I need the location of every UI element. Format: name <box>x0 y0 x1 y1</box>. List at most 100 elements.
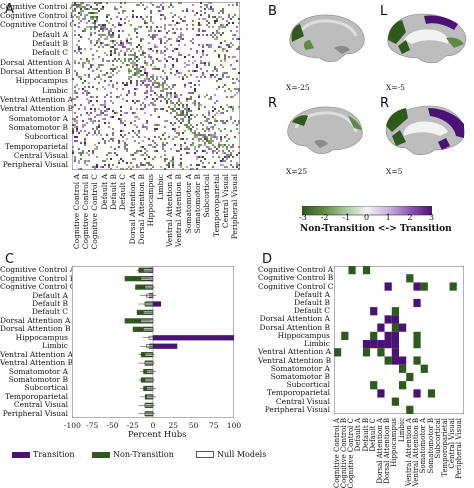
matrix-cell <box>162 82 164 84</box>
matrix-cell <box>186 124 188 126</box>
matrix-cell <box>154 30 156 32</box>
matrix-cell <box>86 152 88 154</box>
matrix-cell <box>118 54 120 56</box>
matrix-cell <box>88 74 90 76</box>
matrix-cell <box>150 88 152 90</box>
matrix-cell <box>72 132 74 134</box>
matrix-cell <box>140 164 142 166</box>
matrix-cell <box>86 112 88 114</box>
matrix-cell <box>198 132 200 134</box>
column-label: Dorsal Attention A <box>127 174 137 245</box>
matrix-cell <box>164 138 166 140</box>
matrix-cell <box>98 114 100 116</box>
matrix-cell <box>86 160 88 162</box>
matrix-cell <box>146 22 148 24</box>
colorbar-tick: 3 <box>429 213 435 222</box>
x-tick-label: -50 <box>106 421 119 430</box>
matrix-cell <box>110 100 112 102</box>
matrix-cell <box>238 22 240 24</box>
matrix-cell <box>198 34 200 36</box>
matrix-cell <box>170 108 172 110</box>
matrix-cell <box>198 94 200 96</box>
matrix-cell <box>230 160 232 162</box>
matrix-cell <box>220 10 222 12</box>
matrix-cell <box>184 148 186 150</box>
matrix-cell <box>180 34 182 36</box>
matrix-cell <box>184 20 186 22</box>
matrix-cell <box>214 76 216 78</box>
matrix-cell <box>176 94 178 96</box>
matrix-cell <box>90 100 92 102</box>
matrix-cell <box>132 136 134 138</box>
matrix-cell <box>78 34 80 36</box>
matrix-cell <box>108 32 110 34</box>
matrix-cell <box>156 78 158 80</box>
matrix-cell <box>182 106 184 108</box>
matrix-cell <box>94 116 96 118</box>
matrix-cell <box>108 126 110 128</box>
matrix-cell <box>78 50 80 52</box>
matrix-cell <box>128 92 130 94</box>
matrix-cell <box>156 46 158 48</box>
matrix-cell <box>222 158 224 160</box>
matrix-cell <box>152 76 154 78</box>
matrix-cell <box>130 38 132 40</box>
matrix-cell <box>210 34 212 36</box>
matrix-cell <box>88 114 90 116</box>
matrix-cell <box>232 146 234 148</box>
matrix-cell <box>204 4 206 6</box>
x-tick-label: 75 <box>208 421 219 430</box>
matrix-cell <box>90 118 92 120</box>
matrix-cell <box>74 24 76 26</box>
matrix-cell <box>238 146 240 148</box>
matrix-cell <box>154 146 156 148</box>
matrix-cell <box>194 146 196 148</box>
matrix-cell <box>232 150 234 152</box>
matrix-cell <box>154 128 156 130</box>
matrix-cell <box>192 132 194 134</box>
matrix-cell <box>118 52 120 54</box>
matrix-cell <box>76 130 78 132</box>
matrix-cell <box>202 34 204 36</box>
matrix-cell <box>156 6 158 8</box>
matrix-cell <box>200 24 202 26</box>
matrix-cell <box>142 82 144 84</box>
matrix-cell <box>72 106 74 108</box>
matrix-cell <box>164 98 166 100</box>
matrix-cell <box>176 114 178 116</box>
matrix-cell <box>172 166 174 168</box>
matrix-cell <box>120 158 122 160</box>
matrix-cell <box>212 134 214 136</box>
matrix-cell <box>226 154 228 156</box>
matrix-cell <box>228 106 230 108</box>
matrix-cell <box>212 166 214 168</box>
row-label: Default B <box>294 298 330 307</box>
matrix-cell <box>178 44 180 46</box>
matrix-cell <box>146 96 148 98</box>
matrix-cell <box>156 124 158 126</box>
matrix-cell <box>142 140 144 142</box>
matrix-cell <box>78 162 80 164</box>
matrix-cell <box>170 12 172 14</box>
matrix-cell <box>76 122 78 124</box>
matrix-cell <box>116 66 118 68</box>
matrix-cell <box>144 60 146 62</box>
matrix-cell <box>84 28 86 30</box>
matrix-cell <box>120 94 122 96</box>
matrix-cell <box>74 136 76 138</box>
matrix-cell <box>212 70 214 72</box>
hub-cell <box>420 282 428 291</box>
row-label: Ventral Attention B <box>258 355 332 365</box>
matrix-cell <box>224 40 226 42</box>
category-label: Ventral Attention B <box>0 358 74 368</box>
matrix-cell <box>232 108 234 110</box>
matrix-cell <box>170 44 172 46</box>
matrix-cell <box>82 92 84 94</box>
row-label: Central Visual <box>275 396 330 406</box>
matrix-cell <box>226 156 228 158</box>
matrix-cell <box>94 12 96 14</box>
matrix-cell <box>116 42 118 44</box>
matrix-cell <box>102 160 104 162</box>
matrix-cell <box>192 138 194 140</box>
matrix-cell <box>80 168 82 170</box>
